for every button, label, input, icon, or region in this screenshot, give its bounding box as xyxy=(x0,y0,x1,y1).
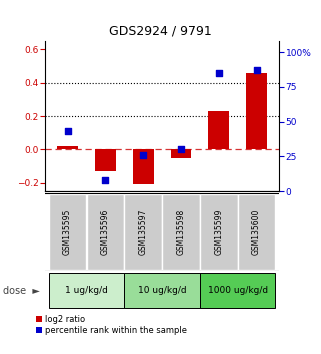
Point xyxy=(65,129,70,134)
Bar xyxy=(208,111,229,149)
Text: GSM135598: GSM135598 xyxy=(177,209,186,255)
FancyBboxPatch shape xyxy=(49,273,124,308)
Bar xyxy=(133,149,154,184)
Point xyxy=(216,70,221,76)
Text: 1 ug/kg/d: 1 ug/kg/d xyxy=(65,286,108,295)
Text: 10 ug/kg/d: 10 ug/kg/d xyxy=(138,286,187,295)
Point xyxy=(254,68,259,73)
Text: GSM135596: GSM135596 xyxy=(101,209,110,255)
FancyBboxPatch shape xyxy=(49,194,86,270)
FancyBboxPatch shape xyxy=(87,194,124,270)
FancyBboxPatch shape xyxy=(124,194,162,270)
Bar xyxy=(246,73,267,149)
Text: GSM135595: GSM135595 xyxy=(63,209,72,255)
FancyBboxPatch shape xyxy=(238,194,275,270)
FancyBboxPatch shape xyxy=(200,273,275,308)
Text: dose  ►: dose ► xyxy=(3,286,40,296)
Point xyxy=(178,147,184,152)
Text: GSM135600: GSM135600 xyxy=(252,209,261,255)
FancyBboxPatch shape xyxy=(200,194,238,270)
Text: GSM135597: GSM135597 xyxy=(139,209,148,255)
Point xyxy=(141,152,146,158)
Bar xyxy=(57,146,78,149)
Bar xyxy=(170,149,191,158)
Point xyxy=(103,177,108,183)
FancyBboxPatch shape xyxy=(124,273,200,308)
Text: GSM135599: GSM135599 xyxy=(214,209,223,255)
Legend: log2 ratio, percentile rank within the sample: log2 ratio, percentile rank within the s… xyxy=(36,315,187,335)
Text: 1000 ug/kg/d: 1000 ug/kg/d xyxy=(208,286,268,295)
Bar xyxy=(95,149,116,171)
Text: GDS2924 / 9791: GDS2924 / 9791 xyxy=(109,25,212,38)
FancyBboxPatch shape xyxy=(162,194,200,270)
